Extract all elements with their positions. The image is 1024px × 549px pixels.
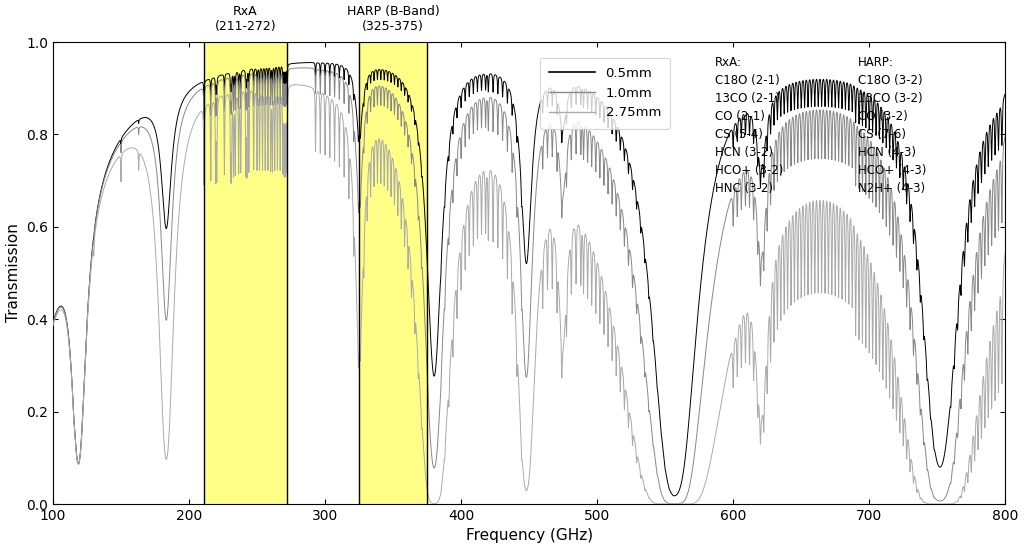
Y-axis label: Transmission: Transmission (5, 223, 20, 322)
Text: HARP:
C18O (3-2)
13CO (3-2)
CO (3-2)
CS (7-6)
HCN (4-3)
HCO+ (4-3)
N2H+ (4-3): HARP: C18O (3-2) 13CO (3-2) CO (3-2) CS … (858, 56, 926, 195)
Bar (359, 42, 427, 504)
Legend: 0.5mm, 1.0mm, 2.75mm: 0.5mm, 1.0mm, 2.75mm (540, 58, 670, 128)
X-axis label: Frequency (GHz): Frequency (GHz) (466, 529, 593, 544)
Text: RxA:
C18O (2-1)
13CO (2-1)
CO (2-1)
CS (5-4)
HCN (3-2)
HCO+ (3-2)
HNC (3-2): RxA: C18O (2-1) 13CO (2-1) CO (2-1) CS (… (715, 56, 783, 195)
Bar (204, 42, 287, 504)
Text: HARP (B-Band)
(325-375): HARP (B-Band) (325-375) (347, 5, 439, 33)
Text: RxA
(211-272): RxA (211-272) (215, 5, 276, 33)
